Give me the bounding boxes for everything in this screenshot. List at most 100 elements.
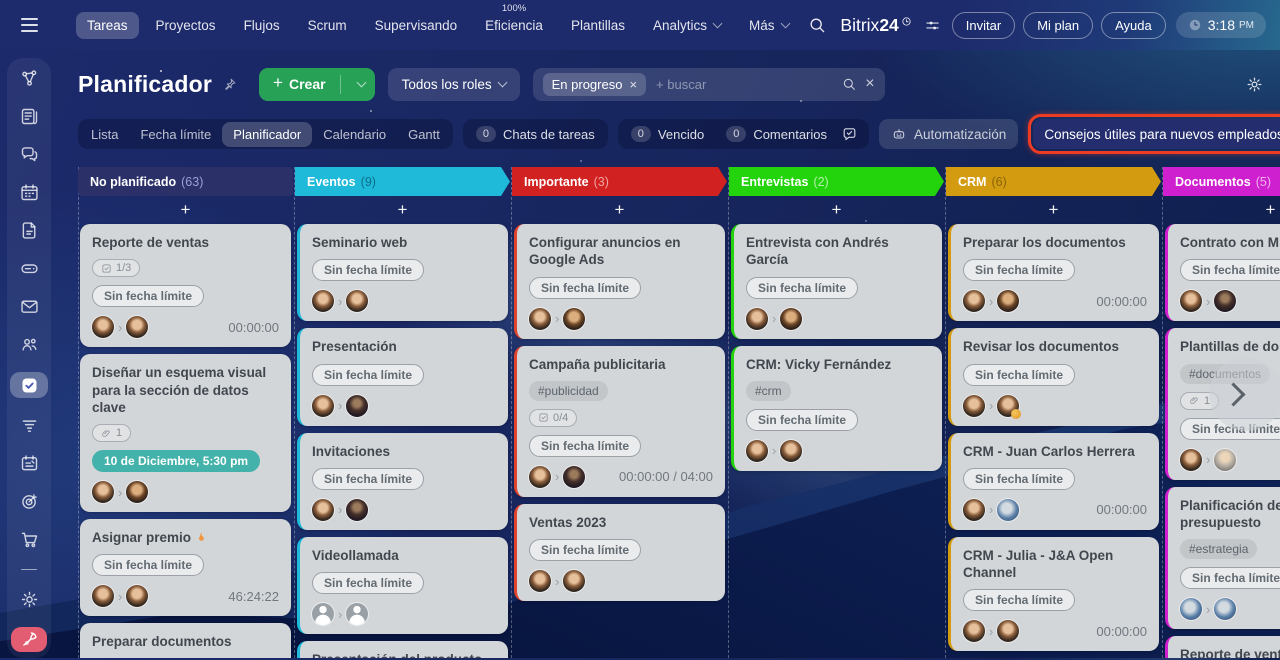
clock-widget[interactable]: 3:18 PM [1175, 12, 1266, 38]
creator-avatar[interactable] [312, 603, 334, 626]
nav-item-proyectos[interactable]: Proyectos [145, 12, 227, 39]
creator-avatar[interactable] [1180, 448, 1202, 471]
column-header-crm[interactable]: CRM (6) [946, 167, 1161, 196]
creator-avatar[interactable] [963, 394, 985, 417]
search-icon[interactable] [840, 76, 857, 93]
assignee-avatar[interactable] [997, 498, 1020, 521]
task-card-reporte-de-vent[interactable]: Reporte de vent#reportes [1165, 636, 1280, 658]
assignee-avatar[interactable] [346, 290, 369, 313]
sidebar-item-market[interactable] [11, 529, 47, 550]
sidebar-item-groups[interactable] [11, 334, 47, 355]
creator-avatar[interactable] [92, 585, 114, 608]
tab-lista[interactable]: Lista [91, 126, 119, 142]
assignee-avatar[interactable] [997, 394, 1022, 419]
filter-chip[interactable]: En progreso × [542, 72, 647, 96]
chat-check-icon[interactable] [840, 125, 858, 143]
column-header-documentos[interactable]: Documentos (5) [1163, 167, 1280, 196]
assignee-avatar[interactable] [1214, 448, 1237, 471]
creator-avatar[interactable] [312, 394, 334, 417]
creator-avatar[interactable] [92, 316, 114, 339]
pin-icon[interactable] [222, 77, 237, 92]
assignee-avatar[interactable] [563, 465, 586, 488]
column-header-eventos[interactable]: Eventos (9) [295, 167, 510, 196]
sidebar-item-esign[interactable] [11, 453, 47, 474]
task-card-presentacion-del-producto[interactable]: Presentación del producto [297, 641, 508, 658]
task-card-crm-juan-carlos-herrera[interactable]: CRM - Juan Carlos Herrera Sin fecha límit… [948, 432, 1159, 530]
task-card-crm-vicky-fernandez[interactable]: CRM: Vicky Fernández #crm Sin fecha límite… [731, 345, 942, 471]
task-card-preparar-los-documentos[interactable]: Preparar los documentos Sin fecha límite ›… [948, 224, 1159, 322]
assignee-avatar[interactable] [126, 585, 149, 608]
topbar-button-invitar[interactable]: Invitar [951, 11, 1016, 39]
nav-item-analytics[interactable]: Analytics [642, 12, 732, 39]
task-card-configurar-anuncios-en-google-ads[interactable]: Configurar anuncios en Google Ads Sin fec… [514, 224, 725, 339]
task-card-planificacion-de-presupuesto[interactable]: Planificación de presupuesto #estrategia S… [1165, 486, 1280, 630]
filter-sliders-icon[interactable] [924, 16, 942, 34]
creator-avatar[interactable] [529, 307, 551, 330]
sidebar-item-feed[interactable] [11, 106, 47, 127]
menu-icon[interactable] [0, 18, 58, 32]
column-header-importante[interactable]: Importante (3) [512, 167, 727, 196]
tab-gantt[interactable]: Gantt [408, 126, 440, 142]
nav-item-supervisando[interactable]: Supervisando [364, 12, 469, 39]
comments-counter[interactable]: 0 Comentarios [715, 126, 838, 142]
create-button[interactable]: + Crear [259, 67, 375, 101]
sidebar-item-marketing[interactable] [11, 491, 47, 512]
assignee-avatar[interactable] [346, 603, 369, 626]
scroll-right-button[interactable] [1209, 357, 1280, 431]
assignee-avatar[interactable] [126, 481, 149, 504]
task-card-presentacion[interactable]: Presentación Sin fecha límite › [297, 328, 508, 426]
tab-planificador[interactable]: Planificador [222, 121, 313, 147]
creator-avatar[interactable] [312, 290, 334, 313]
task-filter-search[interactable]: En progreso × × [532, 67, 885, 101]
tab-calendario[interactable]: Calendario [323, 126, 387, 142]
creator-avatar[interactable] [963, 290, 985, 313]
assignee-avatar[interactable] [1214, 290, 1237, 313]
add-task-button[interactable]: + [397, 200, 408, 219]
add-task-button[interactable]: + [180, 200, 191, 219]
sidebar-item-mail[interactable] [11, 296, 47, 317]
task-card-videollamada[interactable]: Videollamada Sin fecha límite › [297, 536, 508, 635]
nav-item-plantillas[interactable]: Plantillas [560, 12, 636, 39]
creator-avatar[interactable] [963, 498, 985, 521]
sidebar-item-drive[interactable] [11, 258, 47, 279]
create-dropdown[interactable] [341, 68, 375, 101]
bitrix24-logo[interactable]: Bitrix 24 [840, 15, 911, 36]
task-chats-counter[interactable]: 0 Chats de tareas [465, 126, 606, 142]
search-icon[interactable] [806, 14, 828, 36]
task-card-disenar-un-esquema-visual-para-la-seccion-de-datos-clave[interactable]: Diseñar un esquema visual para la secció… [80, 354, 291, 513]
clear-search-icon[interactable]: × [865, 75, 875, 92]
tab-fecha-limite[interactable]: Fecha límite [140, 126, 212, 142]
creator-avatar[interactable] [92, 481, 114, 504]
sidebar-item-crm[interactable] [11, 415, 47, 436]
assignee-avatar[interactable] [780, 439, 803, 462]
nav-item-tareas[interactable]: Tareas [76, 11, 139, 39]
task-card-seminario-web[interactable]: Seminario web Sin fecha límite › [297, 224, 508, 322]
creator-avatar[interactable] [312, 498, 334, 521]
remove-chip-icon[interactable]: × [629, 76, 638, 92]
task-card-contrato-con-m[interactable]: Contrato con M Sin fecha límite › [1165, 224, 1280, 322]
automation-button[interactable]: Automatización [879, 119, 1019, 149]
creator-avatar[interactable] [529, 465, 551, 488]
sidebar-item-docs[interactable] [11, 220, 47, 241]
overdue-counter[interactable]: 0 Vencido [620, 126, 715, 142]
task-card-invitaciones[interactable]: Invitaciones Sin fecha límite › [297, 432, 508, 530]
nav-item-eficiencia[interactable]: 100% Eficiencia [474, 3, 554, 39]
nav-item-scrum[interactable]: Scrum [297, 12, 358, 39]
add-task-button[interactable]: + [614, 200, 625, 219]
creator-avatar[interactable] [1180, 598, 1202, 621]
task-card-reporte-de-ventas[interactable]: Reporte de ventas 1/3 Sin fecha límite › 00:… [80, 224, 291, 348]
task-card-asignar-premio[interactable]: Asignar premio Sin fecha límite › 46:24:22 [80, 519, 291, 617]
assignee-avatar[interactable] [997, 620, 1020, 643]
task-card-ventas-2023[interactable]: Ventas 2023 Sin fecha límite › [514, 503, 725, 602]
sidebar-item-tasks[interactable] [10, 372, 48, 398]
assignee-avatar[interactable] [346, 498, 369, 521]
add-task-button[interactable]: + [831, 200, 842, 219]
creator-avatar[interactable] [529, 570, 551, 593]
assignee-avatar[interactable] [126, 316, 149, 339]
creator-avatar[interactable] [1180, 290, 1202, 313]
add-task-button[interactable]: + [1265, 200, 1276, 219]
sidebar-item-messenger[interactable] [11, 144, 47, 165]
sidebar-item-network[interactable] [11, 68, 47, 89]
nav-item-flujos[interactable]: Flujos [233, 12, 291, 39]
